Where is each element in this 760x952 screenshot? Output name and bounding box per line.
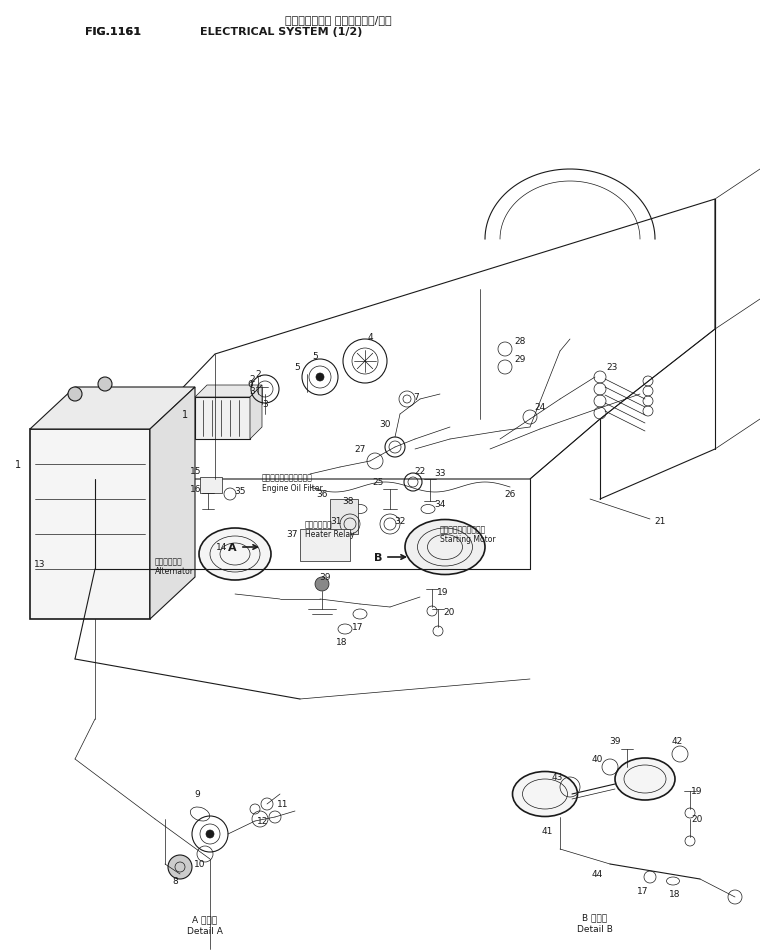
Text: オルタネータ: オルタネータ xyxy=(155,557,182,565)
Text: 4: 4 xyxy=(367,333,373,342)
Text: 14: 14 xyxy=(217,543,228,552)
Text: 12: 12 xyxy=(258,817,269,825)
Text: 2: 2 xyxy=(255,370,261,379)
Polygon shape xyxy=(250,386,262,440)
Text: ELECTRICAL SYSTEM (1/2): ELECTRICAL SYSTEM (1/2) xyxy=(200,27,363,37)
Text: 7: 7 xyxy=(413,393,419,402)
Text: 10: 10 xyxy=(195,860,206,868)
Text: 1: 1 xyxy=(182,409,188,420)
Text: 23: 23 xyxy=(606,363,618,372)
Text: 19: 19 xyxy=(692,786,703,796)
Text: 39: 39 xyxy=(319,573,331,582)
Text: 11: 11 xyxy=(277,800,289,808)
Text: B: B xyxy=(374,552,382,563)
Text: 42: 42 xyxy=(671,737,682,745)
Text: 34: 34 xyxy=(434,500,445,509)
Text: 2: 2 xyxy=(249,375,255,384)
Ellipse shape xyxy=(512,772,578,817)
Text: 15: 15 xyxy=(190,467,201,476)
Polygon shape xyxy=(195,386,262,398)
Circle shape xyxy=(315,578,329,591)
Bar xyxy=(300,529,350,562)
Text: 43: 43 xyxy=(551,773,562,782)
Text: 18: 18 xyxy=(670,889,681,899)
Text: 39: 39 xyxy=(610,737,621,745)
Text: B 詳細図: B 詳細図 xyxy=(582,913,607,922)
Bar xyxy=(195,398,250,440)
Text: 36: 36 xyxy=(316,490,328,499)
Text: エレクトリカル システム（１/２）: エレクトリカル システム（１/２） xyxy=(285,15,391,25)
Text: 27: 27 xyxy=(354,445,366,454)
Text: 25: 25 xyxy=(372,478,384,487)
Text: 22: 22 xyxy=(414,467,426,476)
Ellipse shape xyxy=(199,528,271,581)
Text: 3: 3 xyxy=(249,387,255,396)
Text: 40: 40 xyxy=(591,755,603,764)
Text: Detail A: Detail A xyxy=(187,926,223,936)
Text: 29: 29 xyxy=(515,355,526,364)
Ellipse shape xyxy=(405,520,485,575)
Text: Engine Oil Filter: Engine Oil Filter xyxy=(262,484,323,493)
Text: 30: 30 xyxy=(379,420,391,429)
Text: 6: 6 xyxy=(247,380,253,389)
Text: ヒータリレー: ヒータリレー xyxy=(305,520,333,529)
Ellipse shape xyxy=(615,758,675,801)
Text: 9: 9 xyxy=(194,789,200,799)
Text: 37: 37 xyxy=(287,530,298,539)
Text: 17: 17 xyxy=(352,623,364,632)
Text: Detail B: Detail B xyxy=(577,924,613,934)
Text: 13: 13 xyxy=(34,560,46,569)
Text: 20: 20 xyxy=(443,608,454,617)
Text: 21: 21 xyxy=(654,517,666,526)
Circle shape xyxy=(68,387,82,402)
Text: A: A xyxy=(228,543,236,552)
Text: 16: 16 xyxy=(190,485,201,494)
Text: 8: 8 xyxy=(172,877,178,885)
Text: 33: 33 xyxy=(434,469,446,478)
Text: 20: 20 xyxy=(692,815,703,823)
Text: 26: 26 xyxy=(505,490,516,499)
Circle shape xyxy=(168,855,192,879)
Text: 32: 32 xyxy=(394,517,406,526)
Text: Heater Relay: Heater Relay xyxy=(305,530,355,539)
Circle shape xyxy=(316,373,324,382)
Text: Starting Motor: Starting Motor xyxy=(440,535,496,544)
Polygon shape xyxy=(30,429,150,620)
Text: Alternator: Alternator xyxy=(155,566,194,576)
Text: A 詳細図: A 詳細図 xyxy=(192,915,217,923)
Text: 35: 35 xyxy=(234,487,245,496)
Bar xyxy=(200,478,222,493)
Text: 19: 19 xyxy=(437,588,448,597)
Text: スターティングモータ: スターティングモータ xyxy=(440,525,486,534)
Text: 17: 17 xyxy=(637,886,649,896)
Text: FIG.1161: FIG.1161 xyxy=(85,27,141,37)
Text: 44: 44 xyxy=(591,869,603,879)
Polygon shape xyxy=(30,387,195,429)
Bar xyxy=(330,500,358,534)
Circle shape xyxy=(98,378,112,391)
Text: 31: 31 xyxy=(331,517,342,526)
Polygon shape xyxy=(150,387,195,620)
Text: FIG.1161: FIG.1161 xyxy=(85,27,141,37)
Text: 24: 24 xyxy=(534,403,546,412)
Text: 5: 5 xyxy=(294,363,300,372)
Text: 3: 3 xyxy=(262,400,268,409)
Text: 38: 38 xyxy=(342,497,353,506)
Text: 18: 18 xyxy=(336,638,348,646)
Text: 5: 5 xyxy=(312,352,318,361)
Text: 28: 28 xyxy=(515,337,526,347)
Text: エンジンオイルフィルタ: エンジンオイルフィルタ xyxy=(262,473,313,482)
Text: 41: 41 xyxy=(541,826,553,836)
Circle shape xyxy=(206,830,214,838)
Text: 1: 1 xyxy=(15,460,21,469)
